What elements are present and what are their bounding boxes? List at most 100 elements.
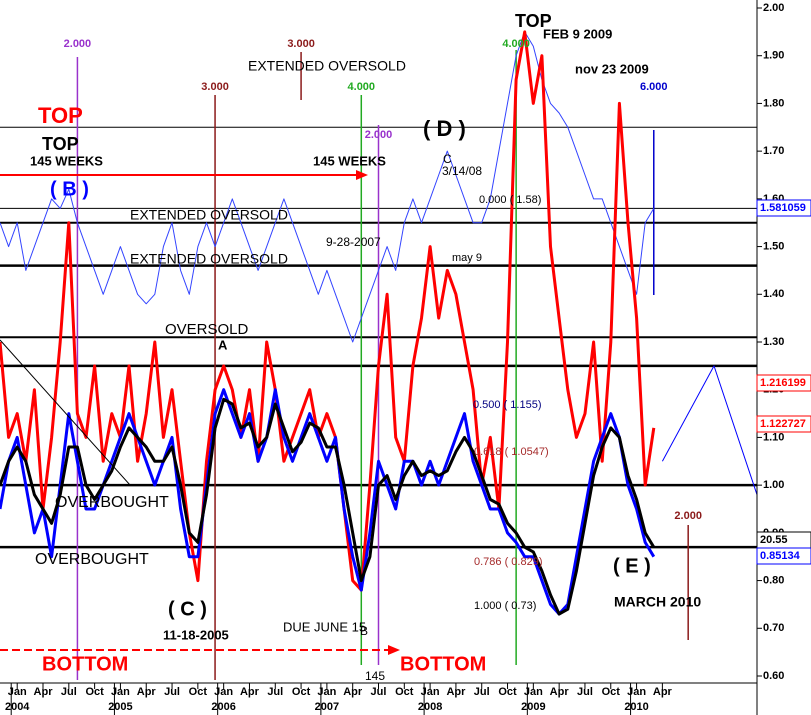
annotation: ( C ) <box>168 598 207 620</box>
x-tick-label: Jan <box>317 686 336 698</box>
series-line <box>0 397 656 616</box>
x-tick-label: Apr <box>446 686 466 698</box>
year-label: 2009 <box>521 701 545 713</box>
value-tag: 20.55 <box>760 534 788 546</box>
arrow-head <box>356 170 368 180</box>
x-tick-label: Apr <box>653 686 673 698</box>
annotation: TOP <box>38 103 83 128</box>
annotation: EXTENDED OVERSOLD <box>130 251 288 267</box>
annotation: 145 WEEKS <box>30 153 103 168</box>
annotation: BOTTOM <box>42 653 128 675</box>
annotation: FEB 9 2009 <box>543 26 612 41</box>
x-tick-label: Oct <box>85 686 104 698</box>
annotation: 9-28-2007 <box>326 235 381 249</box>
annotation: OVERBOUGHT <box>35 551 149 568</box>
y-tick-label: 0.70 <box>763 622 784 634</box>
value-tag: 1.122727 <box>760 418 806 430</box>
y-tick-label: 1.80 <box>763 97 784 109</box>
vertical-line-label: 4.000 <box>348 81 376 93</box>
year-label: 2010 <box>624 701 648 713</box>
annotation: EXTENDED OVERSOLD <box>248 58 406 74</box>
y-tick-label: 1.40 <box>763 288 784 300</box>
annotation: 0.786 ( 0.829) <box>474 556 543 568</box>
annotation: A <box>218 337 228 352</box>
series-line <box>661 365 758 495</box>
x-tick-label: Jan <box>8 686 27 698</box>
y-tick-label: 0.60 <box>763 670 784 682</box>
annotation: MARCH 2010 <box>614 594 701 610</box>
value-tag-box <box>756 547 811 565</box>
y-tick-label: 2.00 <box>763 2 784 14</box>
value-tag-box <box>756 199 811 217</box>
annotation: 0.618 ( 1.0547) <box>474 446 549 458</box>
y-tick-label: 1.70 <box>763 145 784 157</box>
x-tick-label: Oct <box>395 686 414 698</box>
x-tick-label: Jul <box>474 686 490 698</box>
vertical-line-label: 2.000 <box>674 510 702 522</box>
x-tick-label: Jul <box>164 686 180 698</box>
year-label: 2007 <box>315 701 339 713</box>
vertical-line-label: 2.000 <box>365 129 393 141</box>
annotation: TOP <box>42 134 79 154</box>
value-tag: 0.85134 <box>760 550 801 562</box>
x-tick-label: Apr <box>550 686 570 698</box>
annotation: ( E ) <box>613 555 651 577</box>
annotation: nov 23 2009 <box>575 61 649 76</box>
x-tick-label: Jan <box>421 686 440 698</box>
series-line <box>0 30 656 592</box>
x-tick-label: Oct <box>292 686 311 698</box>
year-label: 2005 <box>108 701 132 713</box>
year-label: 2008 <box>418 701 442 713</box>
value-tag-box <box>756 374 811 392</box>
x-tick-label: Apr <box>34 686 54 698</box>
plot-area <box>0 30 758 680</box>
y-tick-label: 0.80 <box>763 574 784 586</box>
annotation: OVERSOLD <box>165 321 249 338</box>
year-label: 2006 <box>211 701 235 713</box>
annotation: 0.000 ( 1.58) <box>479 194 541 206</box>
series-line <box>0 388 656 616</box>
annotation: 11-18-2005 <box>163 627 229 642</box>
trend-line <box>0 339 131 486</box>
annotation: BOTTOM <box>400 653 486 675</box>
vertical-line-label: 3.000 <box>287 38 315 50</box>
x-tick-label: Jul <box>61 686 77 698</box>
vertical-line-label: 3.000 <box>201 81 229 93</box>
x-tick-label: Jan <box>524 686 543 698</box>
annotation: 3/14/08 <box>442 164 482 178</box>
annotation: 0.500 ( 1.155) <box>473 399 542 411</box>
annotation: C <box>443 152 452 166</box>
x-tick-label: Jul <box>371 686 387 698</box>
x-tick-label: Jan <box>627 686 646 698</box>
x-tick-label: Oct <box>602 686 621 698</box>
annotation: 145 <box>365 669 385 683</box>
y-tick-label: 1.00 <box>763 479 784 491</box>
x-tick-label: Apr <box>137 686 157 698</box>
annotation: OVERBOUGHT <box>55 494 169 511</box>
annotation: B <box>360 624 368 638</box>
annotation: 145 WEEKS <box>313 153 386 168</box>
vertical-line-label: 6.000 <box>640 81 668 93</box>
annotation: ( D ) <box>423 116 466 141</box>
x-tick-label: Oct <box>498 686 517 698</box>
annotation: ( B ) <box>50 178 89 200</box>
x-tick-label: Apr <box>240 686 260 698</box>
annotation: DUE JUNE 15 <box>283 619 366 634</box>
y-tick-label: 1.50 <box>763 240 784 252</box>
x-tick-label: Oct <box>189 686 208 698</box>
y-tick-label: 1.10 <box>763 431 784 443</box>
year-label: 2004 <box>5 701 30 713</box>
x-tick-label: Jul <box>577 686 593 698</box>
annotation: EXTENDED OVERSOLD <box>130 207 288 223</box>
value-tag-box <box>756 415 811 433</box>
x-tick-label: Jan <box>214 686 233 698</box>
y-tick-label: 1.90 <box>763 50 784 62</box>
annotation: may 9 <box>452 252 482 264</box>
annotation: TOP <box>515 11 552 31</box>
value-tag: 1.216199 <box>760 377 806 389</box>
arrow-head <box>388 645 400 655</box>
annotation: 1.000 ( 0.73) <box>474 600 536 612</box>
y-tick-label: 1.30 <box>763 336 784 348</box>
value-tag: 1.581059 <box>760 202 806 214</box>
